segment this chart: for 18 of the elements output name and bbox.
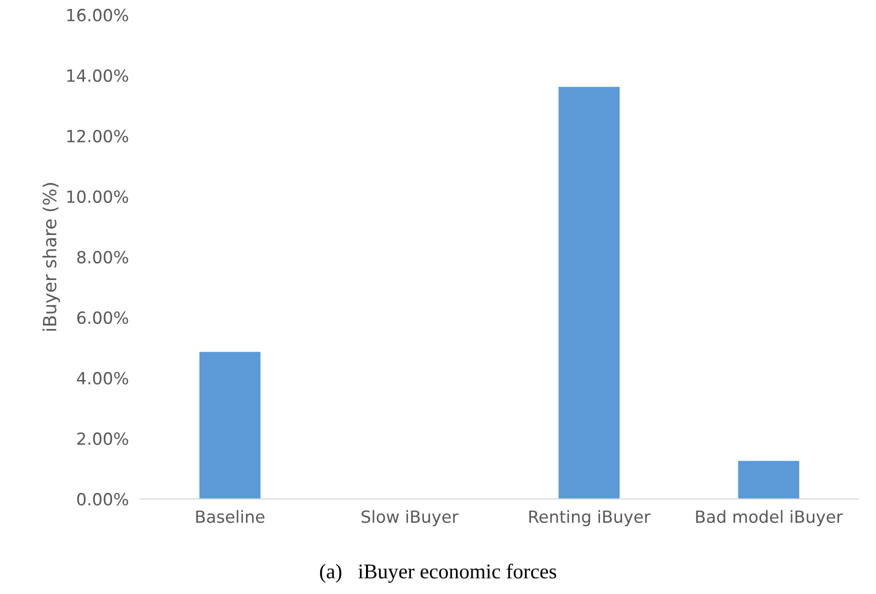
y-tick-label: 10.00% — [67, 190, 128, 203]
y-tick-label: 16.00% — [67, 8, 128, 22]
x-tick-label: Bad model iBuyer — [696, 510, 843, 526]
y-tick-label: 12.00% — [67, 130, 128, 142]
x-tick-label: Baseline — [196, 510, 264, 523]
y-tick-label: 2.00% — [77, 432, 128, 446]
y-tick-label: 6.00% — [77, 311, 128, 324]
y-tick-label: 0.00% — [77, 492, 128, 506]
bar — [199, 352, 260, 499]
y-tick-label: 4.00% — [76, 372, 128, 384]
y-tick-label: 14.00% — [67, 69, 128, 82]
bar — [558, 86, 620, 499]
x-tick-label: Renting iBuyer — [529, 510, 651, 526]
y-axis-title: iBuyer share (%) — [42, 183, 60, 331]
bar — [738, 460, 800, 499]
text: (a) iBuyer economic forces — [320, 564, 556, 583]
x-tick-label: Slow iBuyer — [362, 510, 458, 526]
y-tick-label: 8.00% — [77, 250, 128, 264]
